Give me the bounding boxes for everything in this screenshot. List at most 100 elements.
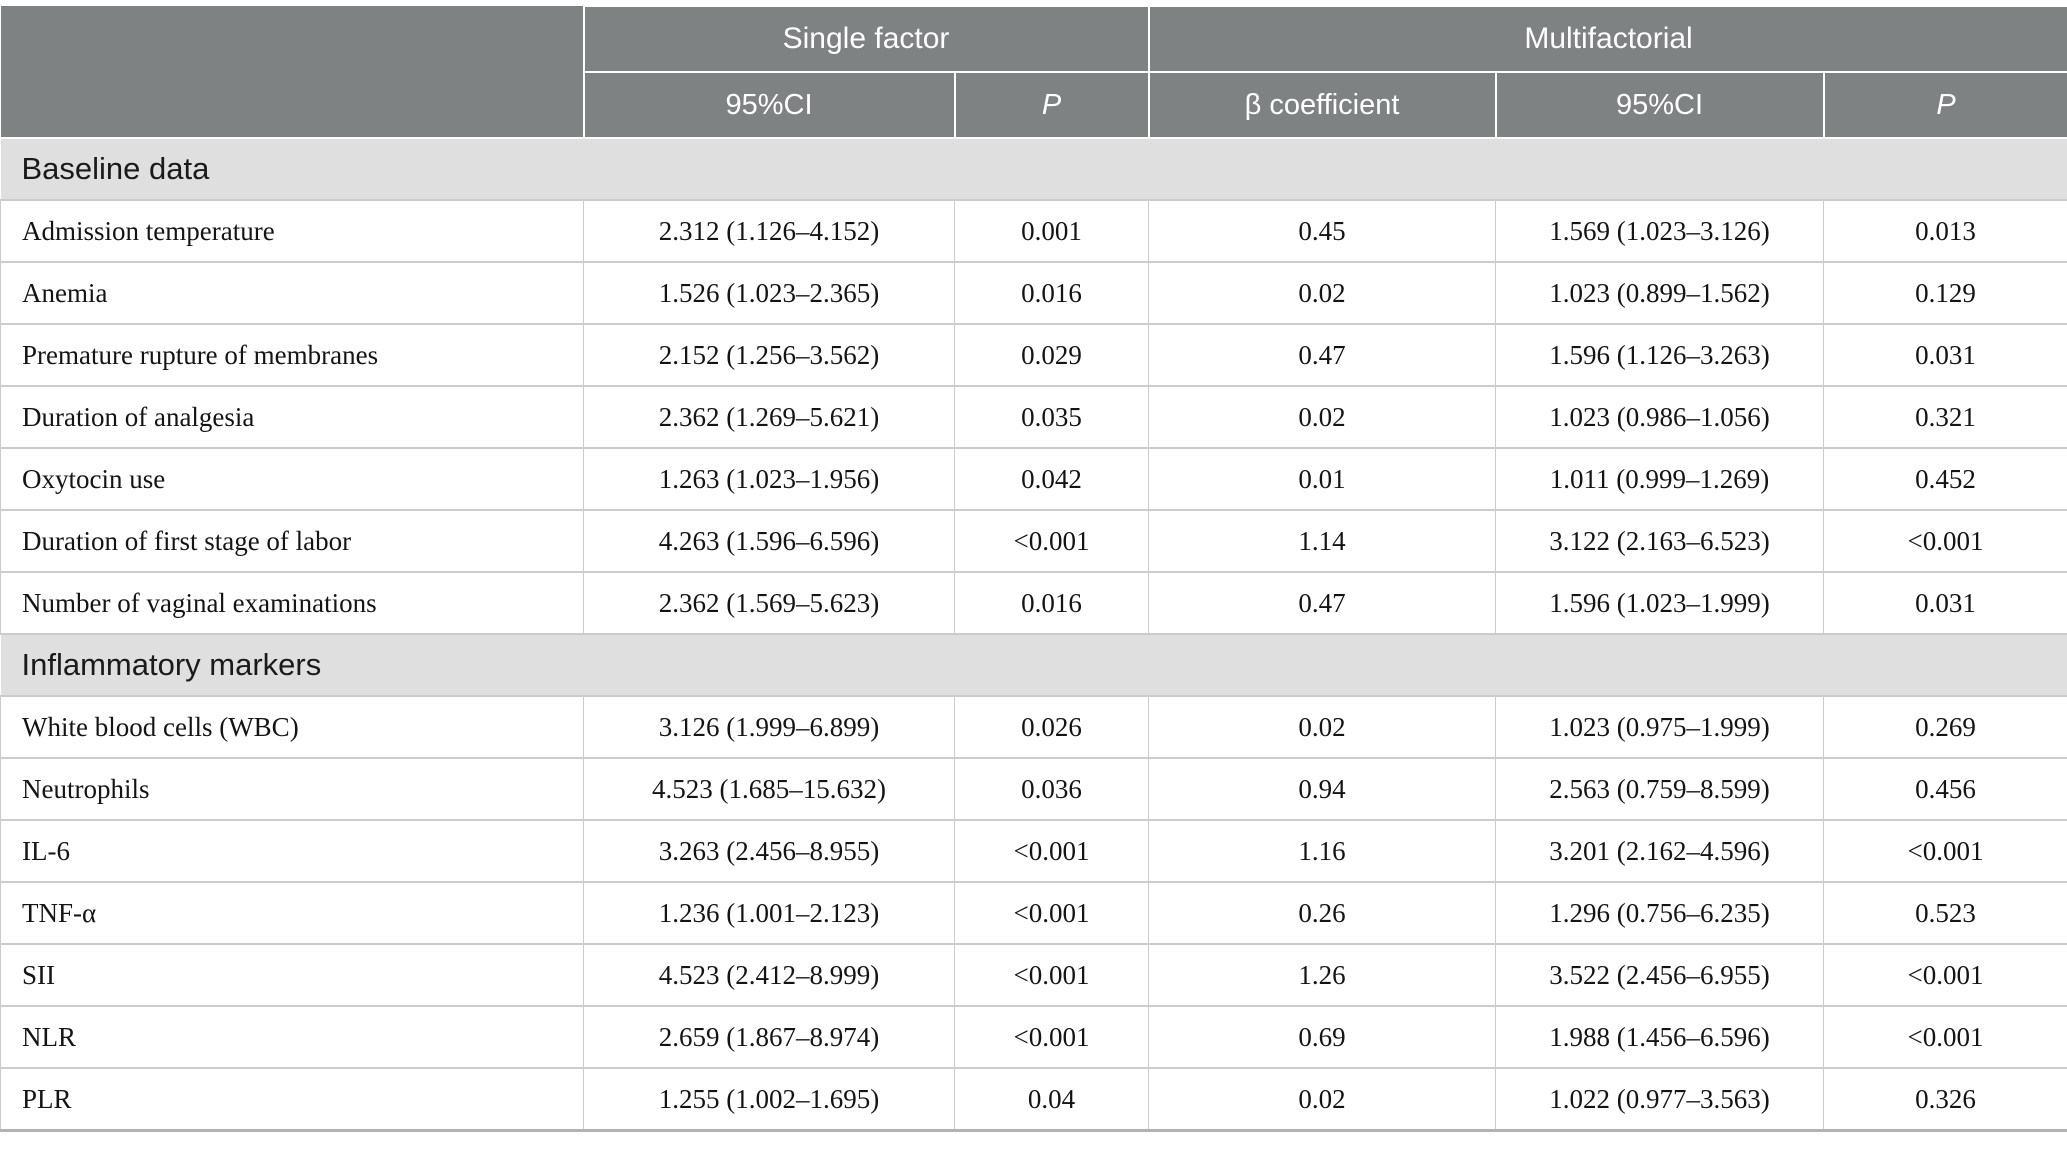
data-row: White blood cells (WBC) 3.126 (1.999–6.89… [0,695,2067,759]
header-ci-single-factor: 95%CI [583,71,956,139]
data-row: IL-6 3.263 (2.456–8.955) <0.001 1.16 3.201 (… [0,819,2067,883]
section-title: Baseline data [0,137,2067,201]
ci-multi-cell: 3.122 (2.163–6.523) [1495,509,1825,573]
header-empty-corner-cell [0,6,585,139]
ci-multi-cell: 1.596 (1.023–1.999) [1495,571,1825,635]
ci-single-cell: 2.152 (1.256–3.562) [583,323,955,387]
p-single-cell: <0.001 [953,943,1150,1007]
p-multi-cell: <0.001 [1823,509,2067,573]
p-single-cell: 0.04 [953,1067,1150,1132]
row-label: NLR [0,1005,584,1069]
header-p-single-factor: P [953,71,1150,139]
p-single-cell: <0.001 [953,819,1150,883]
beta-cell: 1.16 [1148,819,1497,883]
row-label: IL-6 [0,819,584,883]
beta-cell: 0.02 [1148,261,1497,325]
beta-cell: 0.47 [1148,323,1497,387]
row-label: Premature rupture of membranes [0,323,584,387]
p-single-cell: 0.001 [953,199,1150,263]
data-row: PLR 1.255 (1.002–1.695) 0.04 0.02 1.022 (0.9… [0,1067,2067,1132]
header-group-single-factor: Single factor [582,5,1150,73]
row-label: TNF-α [0,881,584,945]
header-group-multifactorial: Multifactorial [1147,5,2067,73]
row-label: PLR [0,1067,584,1132]
row-label: Oxytocin use [0,447,584,511]
p-single-cell: 0.036 [953,757,1150,821]
p-multi-cell: 0.031 [1823,323,2067,387]
p-multi-cell: 0.523 [1823,881,2067,945]
p-single-cell: 0.016 [953,261,1150,325]
table-body: Baseline data Admission temperature 2.312 … [0,137,2067,1132]
p-multi-cell: 0.456 [1823,757,2067,821]
ci-single-cell: 2.659 (1.867–8.974) [583,1005,955,1069]
row-label: Duration of analgesia [0,385,584,449]
ci-multi-cell: 1.569 (1.023–3.126) [1495,199,1825,263]
ci-multi-cell: 2.563 (0.759–8.599) [1495,757,1825,821]
beta-cell: 0.01 [1148,447,1497,511]
ci-single-cell: 4.263 (1.596–6.596) [583,509,955,573]
beta-cell: 1.14 [1148,509,1497,573]
section-title: Inflammatory markers [0,633,2067,697]
ci-single-cell: 3.126 (1.999–6.899) [583,695,955,759]
ci-single-cell: 2.312 (1.126–4.152) [583,199,955,263]
ci-multi-cell: 3.522 (2.456–6.955) [1495,943,1825,1007]
data-row: Neutrophils 4.523 (1.685–15.632) 0.036 0.94… [0,757,2067,821]
header-beta-coefficient: β coefficient [1147,71,1497,139]
header-group-row: Single factor Multifactorial [0,5,2067,139]
beta-cell: 0.02 [1148,695,1497,759]
beta-cell: 0.02 [1148,385,1497,449]
p-single-cell: <0.001 [953,1005,1150,1069]
ci-single-cell: 1.526 (1.023–2.365) [583,261,955,325]
ci-multi-cell: 1.596 (1.126–3.263) [1495,323,1825,387]
beta-cell: 0.02 [1148,1067,1497,1132]
row-label: Anemia [0,261,584,325]
ci-multi-cell: 1.023 (0.899–1.562) [1495,261,1825,325]
section-header-row: Inflammatory markers [0,633,2067,697]
beta-cell: 0.69 [1148,1005,1497,1069]
ci-multi-cell: 1.296 (0.756–6.235) [1495,881,1825,945]
p-single-cell: <0.001 [953,509,1150,573]
data-row: Premature rupture of membranes 2.152 (1.2… [0,323,2067,387]
table-header: Single factor Multifactorial 95%CI P β c… [0,5,2067,139]
p-multi-cell: <0.001 [1823,819,2067,883]
ci-multi-cell: 3.201 (2.162–4.596) [1495,819,1825,883]
ci-single-cell: 4.523 (2.412–8.999) [583,943,955,1007]
data-row: TNF-α 1.236 (1.001–2.123) <0.001 0.26 1.296 … [0,881,2067,945]
p-multi-cell: 0.269 [1823,695,2067,759]
ci-multi-cell: 1.023 (0.975–1.999) [1495,695,1825,759]
ci-single-cell: 2.362 (1.569–5.623) [583,571,955,635]
data-row: Oxytocin use 1.263 (1.023–1.956) 0.042 0.01… [0,447,2067,511]
p-single-cell: 0.016 [953,571,1150,635]
header-sub-row: 95%CI P β coefficient 95%CI P [1,71,2067,139]
data-row: NLR 2.659 (1.867–8.974) <0.001 0.69 1.988 (1… [0,1005,2067,1069]
row-label: Duration of first stage of labor [0,509,584,573]
ci-multi-cell: 1.988 (1.456–6.596) [1495,1005,1825,1069]
row-label: Neutrophils [0,757,584,821]
row-label: Admission temperature [0,199,584,263]
regression-results-table: Single factor Multifactorial 95%CI P β c… [0,5,2067,1132]
beta-cell: 0.47 [1148,571,1497,635]
ci-multi-cell: 1.022 (0.977–3.563) [1495,1067,1825,1132]
ci-multi-cell: 1.023 (0.986–1.056) [1495,385,1825,449]
row-label: White blood cells (WBC) [0,695,584,759]
ci-single-cell: 1.255 (1.002–1.695) [583,1067,955,1132]
ci-single-cell: 2.362 (1.269–5.621) [583,385,955,449]
ci-single-cell: 3.263 (2.456–8.955) [583,819,955,883]
beta-cell: 1.26 [1148,943,1497,1007]
p-multi-cell: 0.031 [1823,571,2067,635]
beta-cell: 0.45 [1148,199,1497,263]
ci-single-cell: 1.236 (1.001–2.123) [583,881,955,945]
p-single-cell: 0.035 [953,385,1150,449]
p-single-cell: 0.029 [953,323,1150,387]
p-single-cell: 0.042 [953,447,1150,511]
p-multi-cell: <0.001 [1823,1005,2067,1069]
data-row: Duration of first stage of labor 4.263 (1… [0,509,2067,573]
row-label: SII [0,943,584,1007]
p-multi-cell: 0.321 [1823,385,2067,449]
data-row: Anemia 1.526 (1.023–2.365) 0.016 0.02 1.023 … [0,261,2067,325]
ci-single-cell: 4.523 (1.685–15.632) [583,757,955,821]
ci-single-cell: 1.263 (1.023–1.956) [583,447,955,511]
p-multi-cell: 0.326 [1823,1067,2067,1132]
section-header-row: Baseline data [0,137,2067,201]
